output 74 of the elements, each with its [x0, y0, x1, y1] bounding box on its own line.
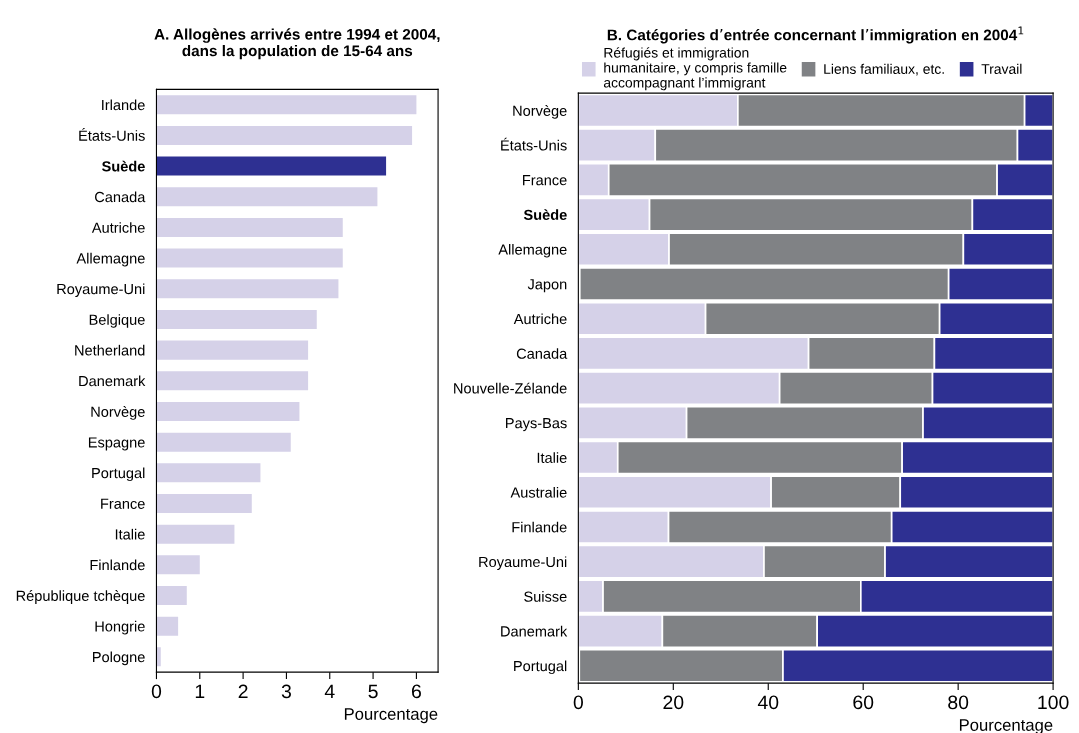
- x-tick-label: 2: [238, 684, 248, 699]
- x-tick-label: 40: [757, 695, 779, 710]
- y-tick-label: Royaume-Uni: [57, 283, 145, 298]
- x-tick-label: 1: [195, 684, 205, 699]
- bar: [156, 187, 378, 207]
- y-tick-label: Allemagne: [498, 244, 567, 258]
- bar: [156, 217, 343, 237]
- y-tick-label: République tchèque: [16, 590, 145, 604]
- bar: [156, 493, 252, 513]
- bar: [156, 432, 291, 452]
- bar: [156, 524, 235, 544]
- bar: [156, 279, 339, 299]
- y-tick-label: Finlande: [90, 559, 145, 571]
- bar: [156, 248, 343, 268]
- chart-title: A. Allogènes arrivés entre 1994 et 2004, dans la population de 15-64 ans: [154, 28, 440, 60]
- x-tick-label: 80: [948, 695, 969, 710]
- bar: [156, 647, 161, 667]
- bar: [156, 156, 387, 176]
- y-tick-label: États-Unis: [79, 128, 145, 141]
- bar: [156, 555, 200, 575]
- y-tick-label: Norvège: [513, 105, 567, 119]
- bar: [156, 125, 413, 145]
- y-tick-label: France: [523, 175, 567, 186]
- y-tick-label: Espagne: [88, 437, 145, 451]
- bar: [156, 585, 187, 605]
- x-tick-label: 5: [368, 684, 378, 699]
- y-tick-label: Suisse: [524, 591, 567, 602]
- x-tick-label: 4: [324, 684, 335, 699]
- y-tick-label: Norvège: [91, 406, 145, 420]
- x-tick-label: 20: [663, 695, 684, 710]
- bar: [156, 616, 179, 636]
- bar: [156, 401, 300, 421]
- y-tick-label: Canada: [516, 348, 568, 359]
- y-tick-label: Australie: [510, 486, 567, 498]
- x-axis-title: Pourcentage: [344, 708, 438, 724]
- bar: [156, 309, 317, 329]
- y-tick-label: États-Unis: [501, 137, 567, 151]
- x-tick-label: 6: [411, 684, 421, 699]
- y-tick-label: Portugal: [514, 660, 567, 675]
- chart-title: B. Catégories d’entrée concernant l’immigration en 2004$^{1}$: [607, 26, 1024, 44]
- y-tick-label: Royaume-Uni: [479, 556, 567, 570]
- bar: [156, 95, 417, 115]
- y-tick-label: Netherland: [75, 344, 145, 356]
- x-tick-label: 0: [151, 684, 162, 699]
- y-tick-label: Portugal: [92, 467, 145, 482]
- y-tick-label: Italie: [537, 452, 567, 463]
- y-tick-label: Pologne: [93, 651, 145, 666]
- legend-label: Liens familiaux, etc.: [824, 63, 944, 76]
- y-tick-label: Finlande: [512, 521, 567, 533]
- y-tick-label: France: [101, 498, 145, 509]
- y-tick-label: Nouvelle-Zélande: [454, 382, 567, 394]
- y-tick-label: Japon: [527, 279, 567, 293]
- y-tick-label: Pays-Bas: [506, 418, 567, 432]
- legend-label: Réfugiés et immigration humanitaire, y compris famille accompagnant l’immigrant: [603, 47, 787, 91]
- y-tick-label: Hongrie: [95, 620, 145, 635]
- y-tick-label: Irlande: [102, 99, 145, 111]
- y-tick-label: Italie: [115, 528, 145, 540]
- y-tick-label: Belgique: [89, 314, 145, 328]
- legend-label: Travail: [981, 63, 1022, 74]
- bar: [156, 371, 309, 391]
- y-tick-label: Danemark: [79, 375, 146, 387]
- x-tick-label: 3: [281, 684, 291, 699]
- y-tick-label: Suède: [523, 209, 567, 220]
- bar: [156, 340, 309, 360]
- x-tick-label: 0: [573, 695, 583, 710]
- y-tick-label: Autriche: [513, 313, 567, 325]
- y-tick-label: Autriche: [91, 222, 145, 233]
- y-tick-label: Canada: [95, 191, 146, 203]
- y-tick-label: Allemagne: [76, 252, 145, 267]
- x-tick-label: 60: [853, 695, 874, 710]
- bar: [156, 463, 261, 483]
- y-tick-label: Suède: [102, 160, 145, 172]
- y-tick-label: Danemark: [501, 625, 568, 637]
- x-tick-label: 100: [1038, 695, 1069, 710]
